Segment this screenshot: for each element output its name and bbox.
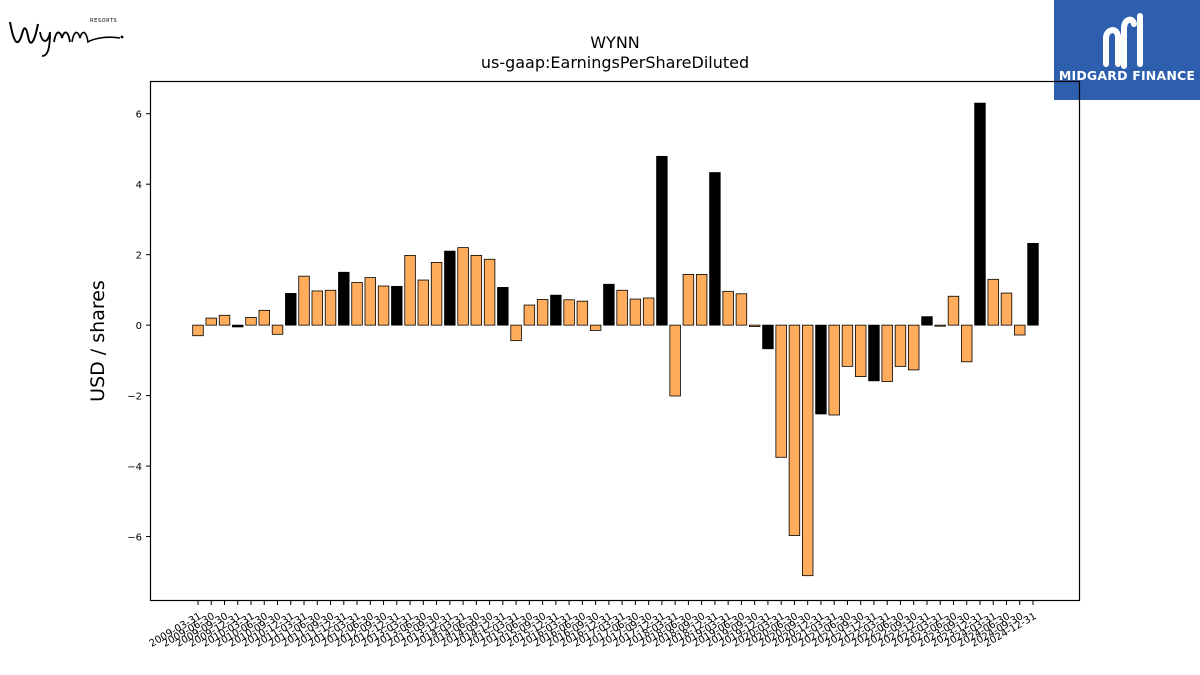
bar-2016-12-31 [603,283,615,326]
bar-2021-06-30 [841,324,854,367]
bar-2015-06-30 [523,304,536,326]
y-tick-label: 0 [136,321,142,332]
y-tick-label: 2 [136,251,142,262]
bar-2020-12-31 [815,324,827,415]
bar-2009-03-31 [192,324,204,337]
bar-2020-06-30 [788,324,801,536]
bar-2023-12-31 [974,102,986,326]
bar-2012-03-31 [351,282,363,326]
bar-2013-09-30 [430,262,443,326]
bar-2016-09-30 [589,324,602,331]
bar-2018-12-31 [709,172,721,326]
bar-2011-09-30 [324,289,337,326]
bar-2009-09-30 [218,314,231,326]
bar-2010-09-30 [271,324,284,335]
bar-2011-06-30 [311,290,323,326]
bar-2023-09-30 [961,324,973,363]
bar-2018-03-31 [669,324,681,397]
bar-2014-03-31 [457,247,469,326]
bar-2011-03-31 [298,275,310,326]
bar-2021-09-30 [854,324,867,377]
wynn-logo: RESORTS [4,4,128,60]
y-tick-label: −4 [127,462,142,473]
bar-2022-06-30 [894,324,907,367]
bar-2019-12-31 [762,324,774,350]
bar-2017-12-31 [656,155,668,326]
y-axis-label: USD / shares [87,280,109,402]
bar-2014-09-30 [483,258,496,326]
bar-2019-03-31 [722,290,734,326]
bar-2024-03-31 [987,278,999,326]
chart-subtitle: us-gaap:EarningsPerShareDiluted [481,53,749,72]
bar-2020-09-30 [801,324,814,577]
bar-2017-03-31 [616,289,628,326]
bar-2024-12-31 [1027,242,1039,326]
bar-2012-06-30 [364,277,377,326]
bar-2022-03-31 [881,324,893,382]
plot-frame [149,80,1081,602]
bar-2012-09-30 [377,285,390,326]
bars-group [192,102,1039,577]
bar-2014-06-30 [470,254,483,326]
chart-title: WYNN [590,33,640,52]
bar-2013-06-30 [417,279,430,326]
bar-2009-12-31 [232,324,244,328]
bar-2018-09-30 [695,273,708,326]
bar-2013-12-31 [444,250,456,326]
bar-2022-09-30 [908,324,920,371]
y-tick-label: 4 [136,180,142,191]
bar-2019-09-30 [748,324,761,327]
bar-2016-03-31 [563,299,575,326]
bar-2009-06-30 [205,317,217,326]
midgard-finance-logo: MIDGARD FINANCE [1054,0,1200,100]
y-tick-label: −2 [127,392,142,403]
watermark-text: MIDGARD FINANCE [1058,68,1196,83]
bar-2024-06-30 [1000,292,1013,326]
bar-2015-03-31 [510,324,522,342]
bar-2015-12-31 [550,294,562,326]
bar-2021-12-31 [868,324,880,382]
bar-2016-06-30 [576,300,589,326]
bar-2023-03-31 [934,324,946,327]
bar-2010-12-31 [285,293,297,326]
bar-2012-12-31 [391,285,403,326]
bar-2017-06-30 [629,298,642,326]
y-tick-label: 6 [136,110,142,121]
midgard-mark-icon [1103,13,1143,69]
bar-2023-06-30 [947,295,960,326]
bar-2010-06-30 [258,309,270,326]
bar-2021-03-31 [828,324,840,416]
bar-2011-12-31 [338,271,350,326]
bar-2014-12-31 [497,287,509,326]
bar-2022-12-31 [921,316,933,326]
bar-2019-06-30 [735,293,748,326]
bar-2015-09-30 [536,299,549,326]
bar-2010-03-31 [245,316,257,326]
y-tick-label: −6 [127,533,142,544]
bar-2017-09-30 [642,297,655,326]
bar-2018-06-30 [682,273,695,326]
wynn-logo-subtext: RESORTS [90,18,118,24]
y-ticks-group: −6 −4 −2 0 2 4 6 [127,110,151,544]
bar-2024-09-30 [1014,324,1026,336]
bar-2020-03-31 [775,324,787,458]
bar-2013-03-31 [404,254,416,326]
x-ticks-group: 2009-03-312009-06-302009-09-302009-12-31… [148,600,1039,650]
